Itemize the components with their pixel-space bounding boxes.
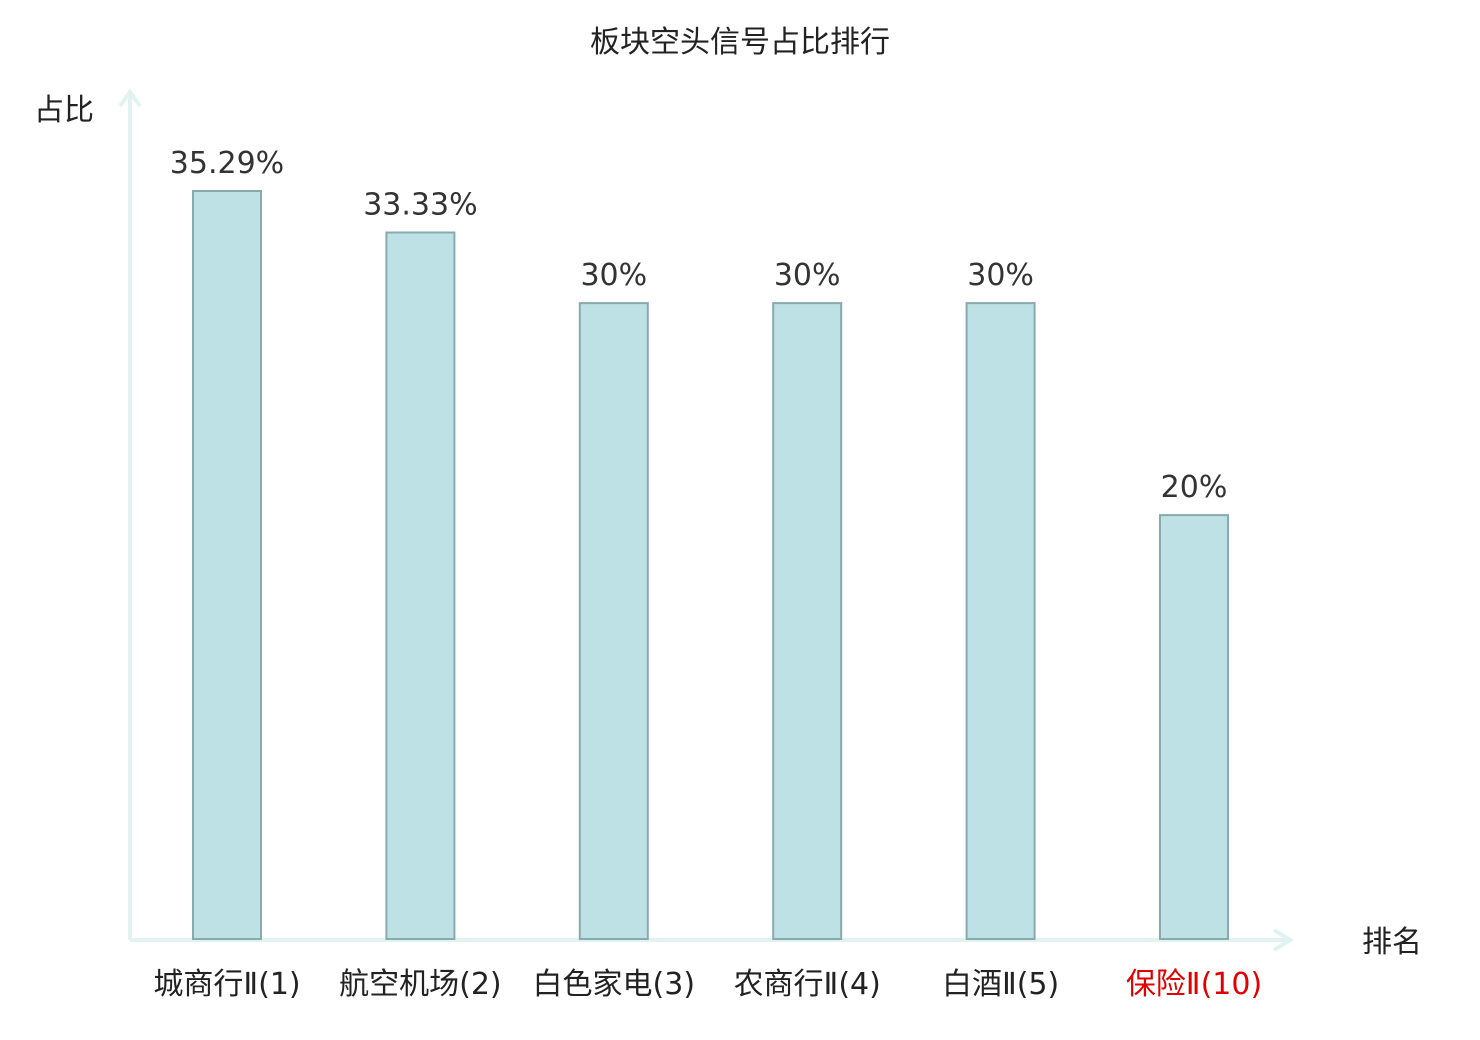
category-label-3: 白色家电(3) [533,967,696,1002]
axes [118,88,1294,952]
value-label-1: 35.29% [170,146,284,181]
y-axis-arrow [118,88,142,108]
category-label-5: 白酒Ⅱ(5) [942,967,1059,1002]
bars [192,190,1229,941]
value-label-2: 33.33% [363,188,477,223]
value-label-3: 30% [580,258,647,293]
value-label-6: 20% [1161,470,1228,505]
bar-4 [772,302,843,941]
category-label-6: 保险Ⅱ(10) [1126,967,1262,1002]
x-axis-label: 排名 [1362,925,1422,960]
value-labels: 35.29% 33.33% 30% 30% 30% 20% [170,146,1228,505]
category-label-4: 农商行Ⅱ(4) [734,967,881,1002]
value-label-5: 30% [967,258,1034,293]
x-axis-arrow [1272,928,1294,952]
category-labels: 城商行Ⅱ(1) 航空机场(2) 白色家电(3) 农商行Ⅱ(4) 白酒Ⅱ(5) 保险Ⅱ(10… [153,967,1262,1002]
y-axis-label: 占比 [34,93,94,128]
bar-2 [385,231,456,940]
chart-title: 板块空头信号占比排行 [590,25,890,60]
bar-1 [192,190,262,940]
bar-6 [1159,514,1229,940]
category-label-1: 城商行Ⅱ(1) [153,967,300,1002]
value-label-4: 30% [774,258,841,293]
bar-3 [578,302,649,941]
category-label-2: 航空机场(2) [339,967,502,1002]
bar-5 [965,302,1036,941]
